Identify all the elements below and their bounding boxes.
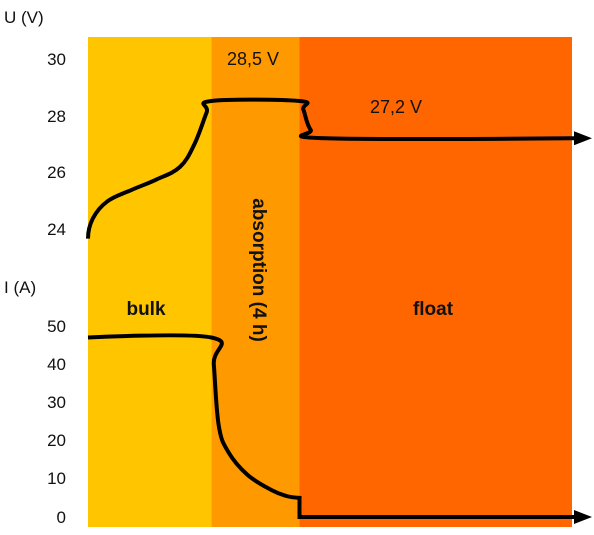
curves [86,97,592,524]
voltage-axis-title: U (V) [4,8,44,27]
voltage-tick-label: 30 [47,50,66,69]
current-tick-label: 40 [47,355,66,374]
float-phase-label: float [413,299,454,320]
current-tick-label: 0 [57,508,66,527]
absorption-phase-label: absorption (4 h) [248,198,269,342]
voltage-curve [86,97,578,239]
current-tick-label: 30 [47,393,66,412]
voltage-tick-label: 24 [47,220,66,239]
current-axis-title: I (A) [4,278,36,297]
phase-bands [88,37,572,527]
bulk-phase-band [88,37,212,527]
current-curve [87,333,578,519]
current-arrow-icon [574,510,592,524]
current-tick-label: 50 [47,317,66,336]
current-tick-label: 20 [47,431,66,450]
current-tick-label: 10 [47,469,66,488]
absorption-voltage-label: 28,5 V [227,49,279,69]
voltage-tick-label: 26 [47,163,66,182]
voltage-tick-label: 28 [47,107,66,126]
float-phase-band [299,37,572,527]
bulk-phase-label: bulk [126,299,165,320]
voltage-arrow-icon [574,131,592,146]
float-voltage-label: 27,2 V [370,97,422,117]
